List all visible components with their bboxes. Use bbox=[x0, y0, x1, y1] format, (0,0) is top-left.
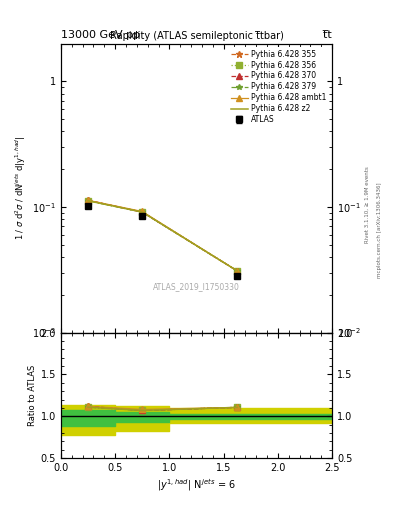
Line: Pythia 6.428 355: Pythia 6.428 355 bbox=[84, 197, 241, 274]
Pythia 6.428 370 bbox=[140, 209, 145, 215]
Text: t̅t: t̅t bbox=[323, 30, 332, 40]
Pythia 6.428 355 bbox=[140, 209, 145, 215]
Pythia 6.428 379 bbox=[235, 268, 239, 274]
Pythia 6.428 370 bbox=[86, 197, 90, 203]
Pythia 6.428 z2 bbox=[235, 268, 239, 274]
Y-axis label: Ratio to ATLAS: Ratio to ATLAS bbox=[28, 365, 37, 426]
Pythia 6.428 ambt1 bbox=[235, 268, 239, 274]
Text: ATLAS_2019_I1750330: ATLAS_2019_I1750330 bbox=[153, 282, 240, 291]
Pythia 6.428 356 bbox=[235, 268, 239, 274]
Pythia 6.428 ambt1 bbox=[86, 197, 90, 203]
Pythia 6.428 356 bbox=[86, 198, 90, 204]
Y-axis label: 1 / $\sigma$ d$^2\sigma$ / dN$^{jets}$ d|y$^{1,had}$|: 1 / $\sigma$ d$^2\sigma$ / dN$^{jets}$ d… bbox=[14, 136, 28, 240]
Line: Pythia 6.428 ambt1: Pythia 6.428 ambt1 bbox=[84, 197, 241, 274]
Pythia 6.428 355 bbox=[86, 197, 90, 203]
Text: mcplots.cern.ch [arXiv:1306.3436]: mcplots.cern.ch [arXiv:1306.3436] bbox=[377, 183, 382, 278]
Text: Rivet 3.1.10, ≥ 1.9M events: Rivet 3.1.10, ≥ 1.9M events bbox=[365, 166, 370, 243]
Pythia 6.428 379 bbox=[140, 209, 145, 215]
Pythia 6.428 z2 bbox=[86, 198, 90, 204]
Pythia 6.428 370 bbox=[235, 268, 239, 274]
Line: Pythia 6.428 370: Pythia 6.428 370 bbox=[85, 198, 240, 273]
Text: 13000 GeV pp: 13000 GeV pp bbox=[61, 30, 140, 40]
Pythia 6.428 355 bbox=[235, 268, 239, 274]
Legend: Pythia 6.428 355, Pythia 6.428 356, Pythia 6.428 370, Pythia 6.428 379, Pythia 6: Pythia 6.428 355, Pythia 6.428 356, Pyth… bbox=[228, 47, 328, 126]
Line: Pythia 6.428 379: Pythia 6.428 379 bbox=[85, 198, 240, 273]
X-axis label: $|y^{1,had}|$ N$^{jets}$ = 6: $|y^{1,had}|$ N$^{jets}$ = 6 bbox=[157, 477, 236, 493]
Line: Pythia 6.428 356: Pythia 6.428 356 bbox=[85, 198, 240, 273]
Title: Rapidity (ATLAS semileptonic t̅tbar): Rapidity (ATLAS semileptonic t̅tbar) bbox=[110, 31, 283, 41]
Pythia 6.428 z2 bbox=[140, 209, 145, 215]
Line: Pythia 6.428 z2: Pythia 6.428 z2 bbox=[88, 201, 237, 271]
Pythia 6.428 379 bbox=[86, 198, 90, 204]
Pythia 6.428 ambt1 bbox=[140, 208, 145, 215]
Pythia 6.428 356 bbox=[140, 209, 145, 215]
